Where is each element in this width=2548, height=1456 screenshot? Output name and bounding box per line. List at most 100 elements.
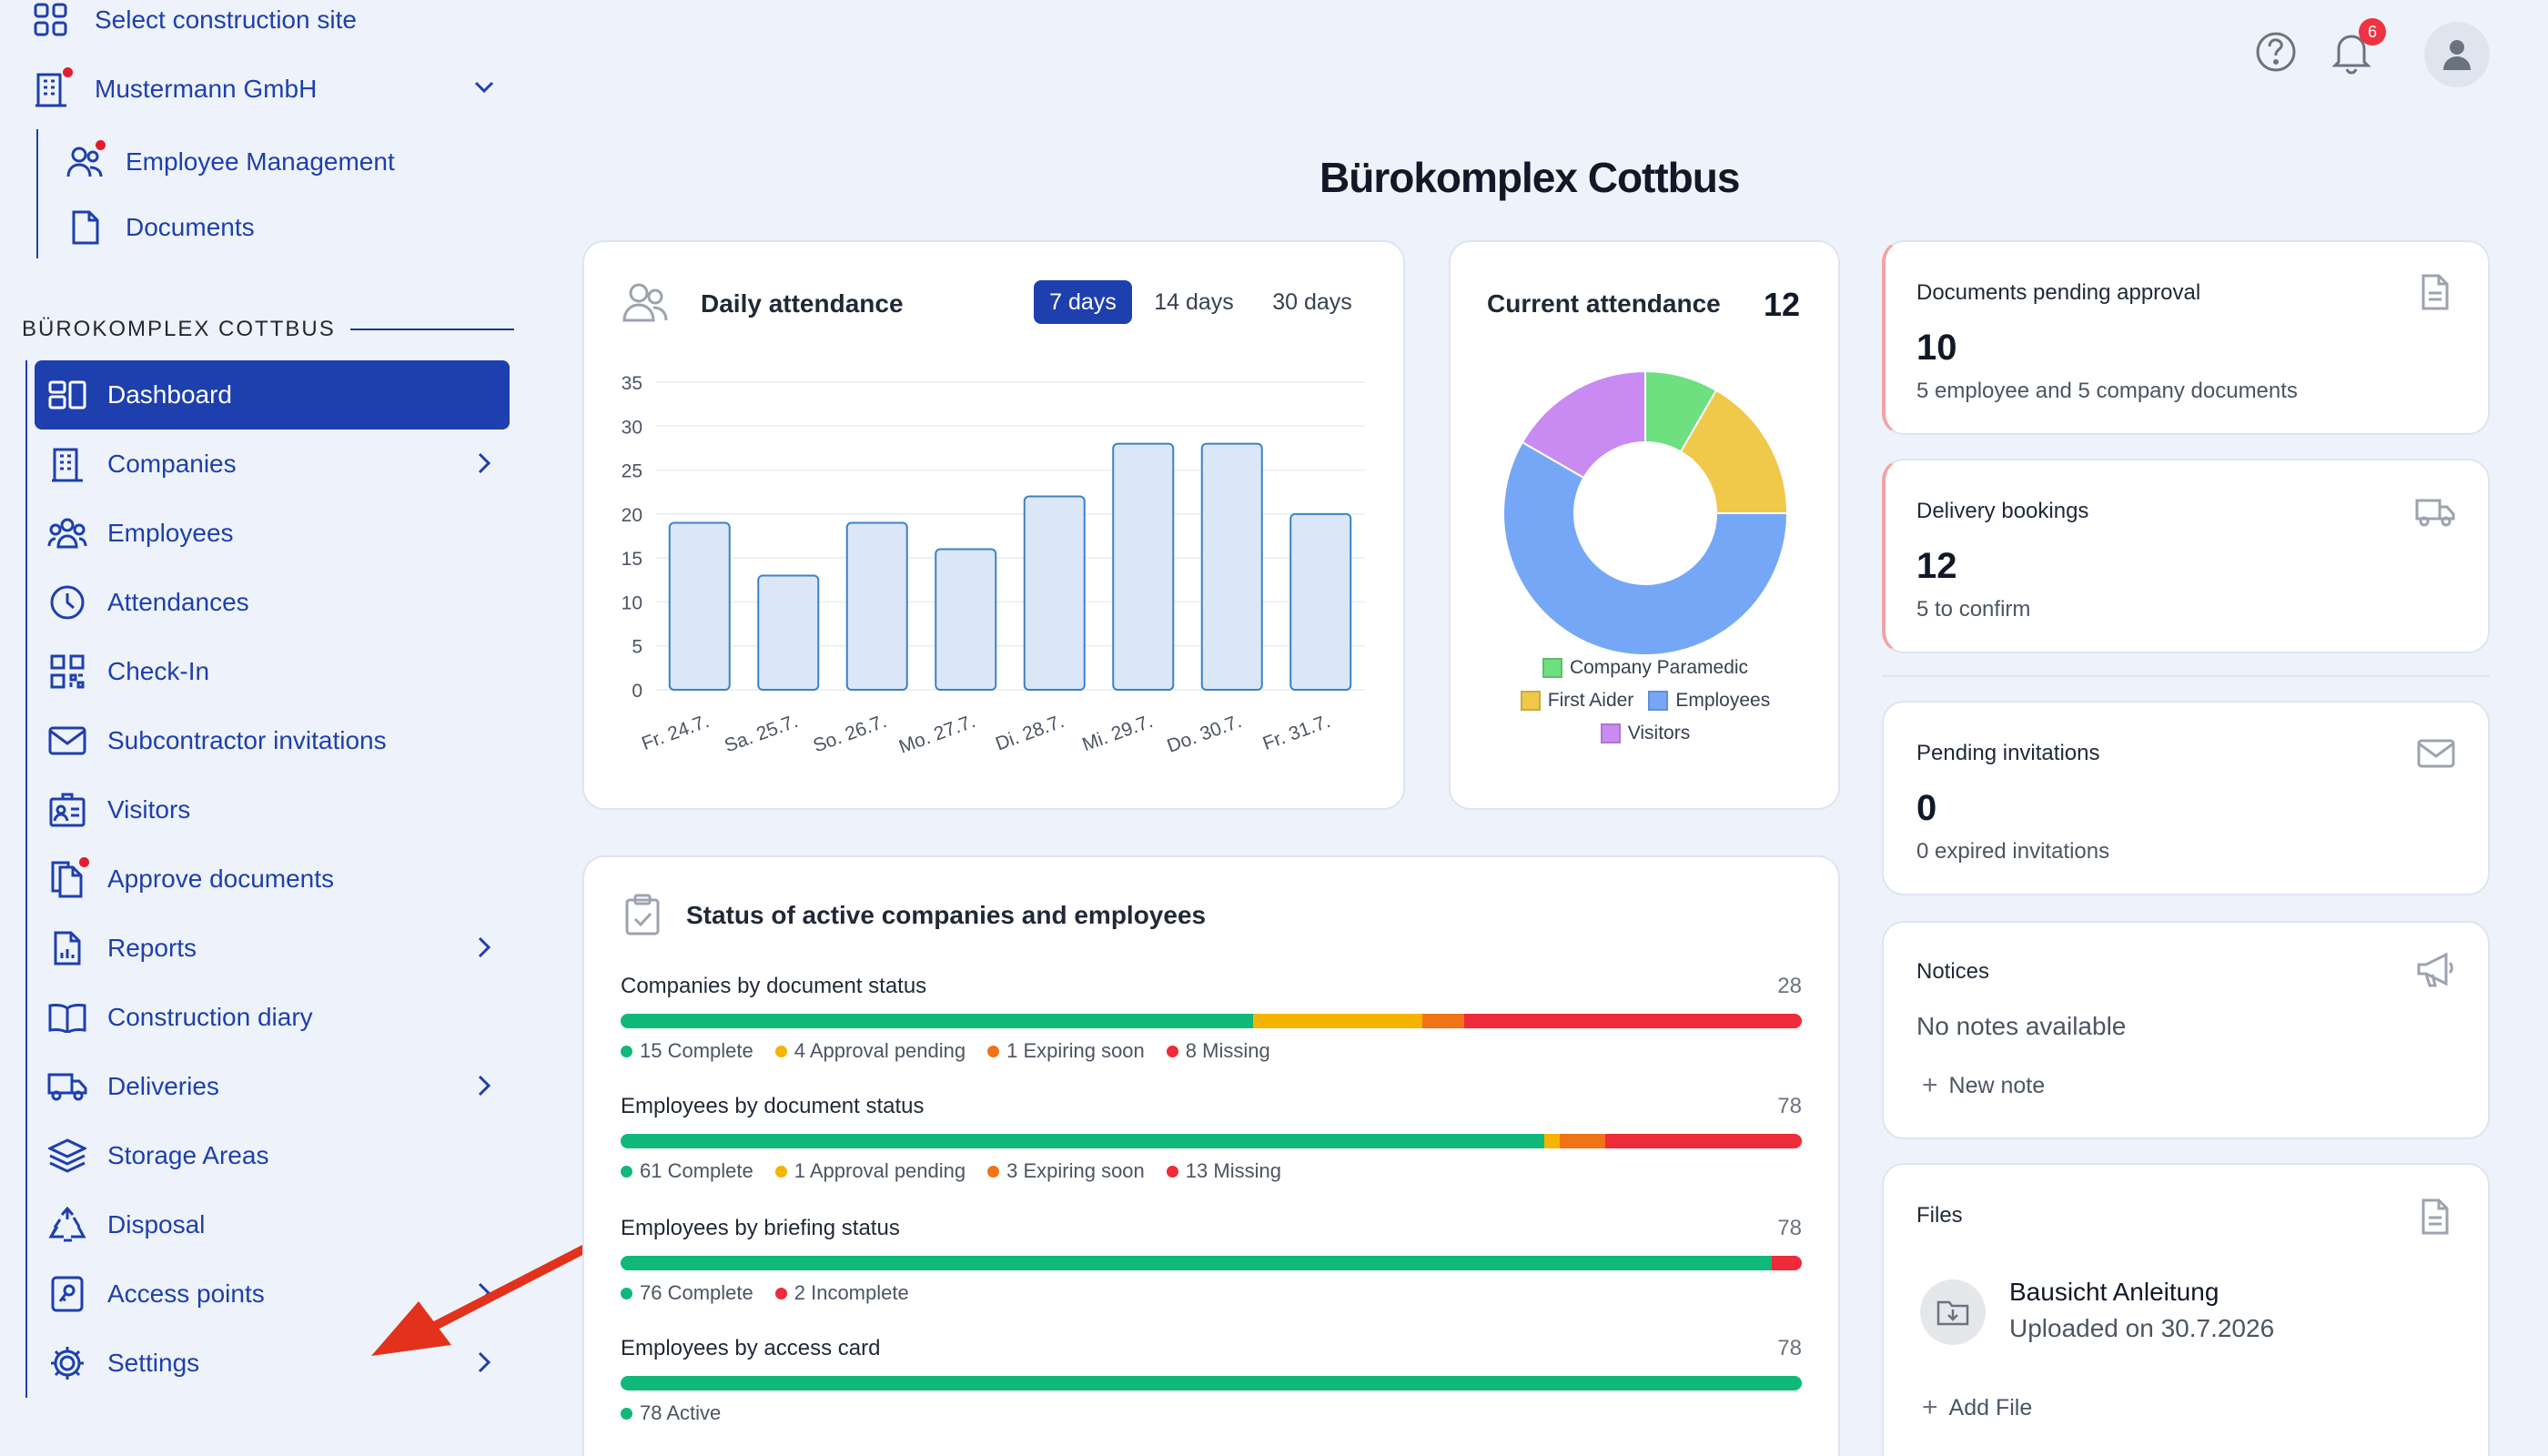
status-legend-item: 1 Approval pending — [774, 1159, 966, 1183]
people-settings-icon — [66, 138, 107, 182]
tab-30-days[interactable]: 30 days — [1272, 288, 1352, 315]
sidebar-item-attendances[interactable]: Attendances — [35, 568, 510, 637]
avatar[interactable] — [2424, 22, 2490, 87]
status-progress-bar — [621, 1256, 1802, 1270]
status-legend-label: 13 Missing — [1185, 1159, 1281, 1182]
delivery-bookings-card[interactable] — [1882, 459, 2490, 653]
y-tick-label: 35 — [622, 373, 642, 394]
company-selector[interactable]: Mustermann GmbH — [31, 66, 495, 109]
status-row-total: 28 — [1777, 974, 1802, 998]
legend-item: First Aider — [1520, 690, 1633, 712]
sidebar-item-check-in[interactable]: Check-In — [35, 637, 510, 706]
y-tick-label: 15 — [622, 549, 642, 570]
tab-7-days[interactable]: 7 days — [1034, 280, 1132, 324]
company-tree-line — [36, 129, 38, 258]
status-legend-item: 4 Approval pending — [774, 1039, 966, 1063]
sidebar-item-dashboard[interactable]: Dashboard — [35, 360, 510, 430]
attendances-label: Attendances — [107, 588, 249, 616]
status-legend-item: 1 Expiring soon — [987, 1039, 1145, 1063]
daily-attendance-chart: 0 5 10 15 20 25 30 35 Fr. 24.7. Sa. 25.7. So. 26.7… — [622, 373, 1365, 758]
status-dot — [987, 1165, 1000, 1178]
status-dot — [1166, 1165, 1178, 1178]
bar — [935, 548, 997, 691]
y-tick-label: 10 — [622, 592, 642, 613]
sidebar-item-companies[interactable]: Companies — [35, 430, 510, 499]
status-legend-item: 2 Incomplete — [774, 1281, 909, 1305]
settings-label: Settings — [107, 1349, 200, 1377]
truck-icon — [2415, 497, 2455, 528]
select-site-button[interactable]: Select construction site — [31, 0, 357, 40]
sidebar-item-visitors[interactable]: Visitors — [35, 775, 510, 844]
documents-label: Documents — [126, 213, 255, 241]
bar — [757, 574, 820, 691]
status-title: Status of active companies and employees — [686, 901, 1207, 929]
sidebar-item-access-points[interactable]: Access points — [35, 1259, 510, 1329]
chevron-right-icon — [477, 1350, 491, 1374]
file-name[interactable]: Bausicht Anleitung — [2009, 1278, 2219, 1306]
status-legend-label: 8 Missing — [1185, 1039, 1270, 1062]
status-legend-item: 8 Missing — [1166, 1039, 1270, 1063]
sidebar-item-settings[interactable]: Settings — [35, 1329, 510, 1398]
subcontractor-invitations-label: Subcontractor invitations — [107, 726, 387, 754]
sidebar-item-documents[interactable]: Documents — [66, 207, 255, 248]
donut-slice — [1521, 369, 1646, 480]
add-file-button[interactable]: + Add File — [1922, 1392, 2032, 1423]
x-tick-label: Sa. 25.7. — [722, 711, 801, 756]
status-legend-label: 1 Approval pending — [794, 1159, 966, 1182]
legend-item: Visitors — [1600, 723, 1691, 744]
people-icon — [622, 280, 668, 324]
status-dot — [621, 1165, 632, 1178]
help-button[interactable] — [2253, 29, 2299, 75]
megaphone-icon — [2415, 952, 2455, 988]
status-legend: 61 Complete 1 Approval pending 3 Expiring … — [621, 1159, 1281, 1183]
pending-invitations-card[interactable] — [1882, 701, 2490, 895]
sidebar-item-storage-areas[interactable]: Storage Areas — [35, 1121, 510, 1190]
gear-icon — [47, 1343, 87, 1383]
status-dot — [774, 1165, 787, 1178]
bar-segment — [621, 1134, 1545, 1148]
legend-label: Visitors — [1627, 723, 1691, 743]
bar-segment — [1559, 1134, 1605, 1148]
sidebar-item-subcontractor-invitations[interactable]: Subcontractor invitations — [35, 706, 510, 775]
dashboard-label: Dashboard — [107, 380, 232, 409]
document-icon — [2421, 1198, 2450, 1236]
legend-swatch — [1520, 691, 1541, 711]
deliveries-label: Deliveries — [107, 1072, 219, 1100]
approve-documents-label: Approve documents — [107, 864, 335, 893]
legend-row: Visitors — [1474, 723, 1816, 744]
chevron-down-icon — [473, 80, 495, 95]
status-legend-label: 76 Complete — [640, 1281, 753, 1304]
construction-diary-label: Construction diary — [107, 1003, 313, 1031]
x-tick-label: So. 26.7. — [811, 711, 890, 756]
access-point-icon — [47, 1274, 87, 1314]
legend-label: Employees — [1675, 690, 1771, 711]
sidebar-item-employees[interactable]: Employees — [35, 499, 510, 568]
kpi-divider — [1882, 675, 2490, 677]
y-tick-label: 5 — [632, 637, 642, 658]
notifications-button[interactable]: 6 — [2330, 18, 2386, 75]
sidebar-item-construction-diary[interactable]: Construction diary — [35, 983, 510, 1052]
sidebar-item-reports[interactable]: Reports — [35, 914, 510, 983]
new-note-button[interactable]: + New note — [1922, 1070, 2045, 1101]
bar — [668, 521, 731, 691]
sidebar-item-approve-documents[interactable]: Approve documents — [35, 844, 510, 914]
sidebar-item-deliveries[interactable]: Deliveries — [35, 1052, 510, 1121]
bar — [845, 521, 908, 691]
sidebar-item-disposal[interactable]: Disposal — [35, 1190, 510, 1259]
bar-segment — [1544, 1134, 1560, 1148]
section-divider — [349, 329, 514, 330]
bar-segment — [1771, 1256, 1802, 1270]
status-row-title: Companies by document status — [621, 974, 927, 998]
sidebar-item-employee-management[interactable]: Employee Management — [66, 138, 395, 182]
status-dot — [1166, 1045, 1178, 1057]
status-legend: 78 Active — [621, 1401, 721, 1425]
bar-segment — [1464, 1014, 1802, 1028]
file-thumbnail[interactable] — [1920, 1279, 1986, 1345]
building-icon — [47, 444, 87, 484]
tab-14-days[interactable]: 14 days — [1154, 288, 1234, 315]
file-upload-date: Uploaded on 30.7.2026 — [2009, 1314, 2275, 1342]
id-card-icon — [47, 790, 87, 830]
documents-pending-card[interactable] — [1882, 240, 2490, 435]
bar — [1023, 495, 1086, 691]
layers-icon — [47, 1136, 87, 1176]
